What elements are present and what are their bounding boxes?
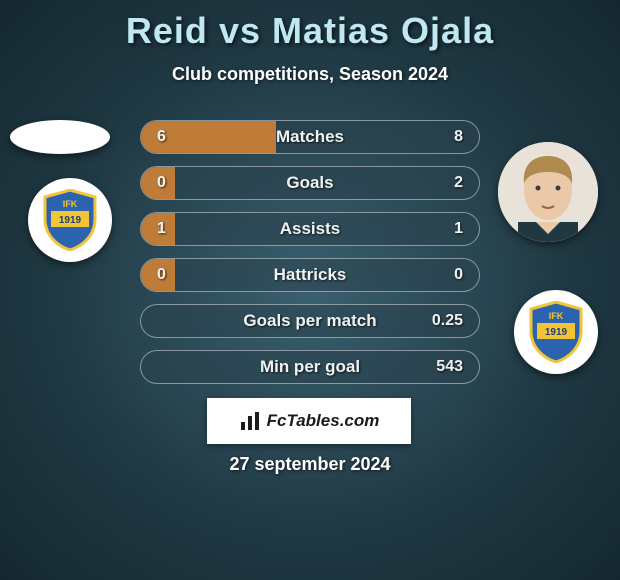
svg-text:1919: 1919 <box>59 215 82 226</box>
player2-photo <box>498 142 598 242</box>
comparison-card: Reid vs Matias Ojala Club competitions, … <box>0 0 620 580</box>
stat-label: Assists <box>141 213 479 245</box>
date-text: 27 september 2024 <box>0 454 620 475</box>
player2-club-badge: IFK 1919 <box>514 290 598 374</box>
player1-club-badge: IFK 1919 <box>28 178 112 262</box>
stat-value-right: 8 <box>454 121 463 153</box>
shield-icon: IFK 1919 <box>529 301 583 363</box>
stat-label: Min per goal <box>141 351 479 383</box>
player1-photo <box>10 120 110 154</box>
stat-value-right: 0.25 <box>432 305 463 337</box>
chart-icon <box>239 410 261 432</box>
stat-value-right: 2 <box>454 167 463 199</box>
fctables-link[interactable]: FcTables.com <box>207 398 411 444</box>
face-icon <box>498 142 598 242</box>
stats-area: 6 Matches 8 0 Goals 2 1 Assists 1 0 Hatt… <box>140 120 480 396</box>
fctables-label: FcTables.com <box>267 411 380 431</box>
stat-value-right: 0 <box>454 259 463 291</box>
stat-label: Goals per match <box>141 305 479 337</box>
stat-value-right: 543 <box>436 351 463 383</box>
player2-name: Matias Ojala <box>272 10 494 51</box>
stat-label: Matches <box>141 121 479 153</box>
stat-row-goals-per-match: Goals per match 0.25 <box>140 304 480 338</box>
shield-icon: IFK 1919 <box>43 189 97 251</box>
stat-row-assists: 1 Assists 1 <box>140 212 480 246</box>
page-title: Reid vs Matias Ojala <box>0 0 620 52</box>
player1-name: Reid <box>126 10 208 51</box>
stat-row-matches: 6 Matches 8 <box>140 120 480 154</box>
stat-value-right: 1 <box>454 213 463 245</box>
stat-row-min-per-goal: Min per goal 543 <box>140 350 480 384</box>
stat-row-goals: 0 Goals 2 <box>140 166 480 200</box>
svg-text:IFK: IFK <box>549 311 564 321</box>
vs-text: vs <box>219 10 261 51</box>
subtitle: Club competitions, Season 2024 <box>0 64 620 85</box>
svg-text:IFK: IFK <box>63 199 78 209</box>
stat-row-hattricks: 0 Hattricks 0 <box>140 258 480 292</box>
stat-label: Hattricks <box>141 259 479 291</box>
svg-text:1919: 1919 <box>545 327 568 338</box>
stat-label: Goals <box>141 167 479 199</box>
